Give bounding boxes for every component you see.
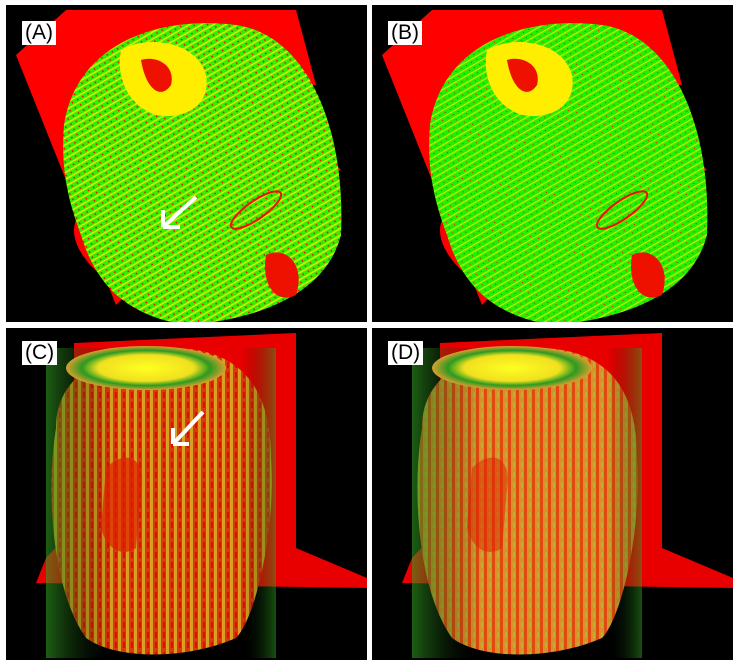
head-render-front-view xyxy=(402,333,733,658)
panel-b: (B) xyxy=(372,5,733,322)
panel-a: (A) xyxy=(6,5,367,322)
panel-d: (D) xyxy=(372,328,733,660)
panel-label: (D) xyxy=(388,341,424,365)
head-render-front-view xyxy=(36,333,367,658)
panel-label: (A) xyxy=(22,21,56,45)
panel-label: (B) xyxy=(388,21,422,45)
arrow-icon xyxy=(171,410,205,446)
head-render-top-view xyxy=(382,10,708,322)
panel-c: (C) xyxy=(6,328,367,660)
arrow-icon xyxy=(161,195,198,229)
panel-label: (C) xyxy=(22,341,58,365)
head-render-top-view xyxy=(16,10,342,322)
